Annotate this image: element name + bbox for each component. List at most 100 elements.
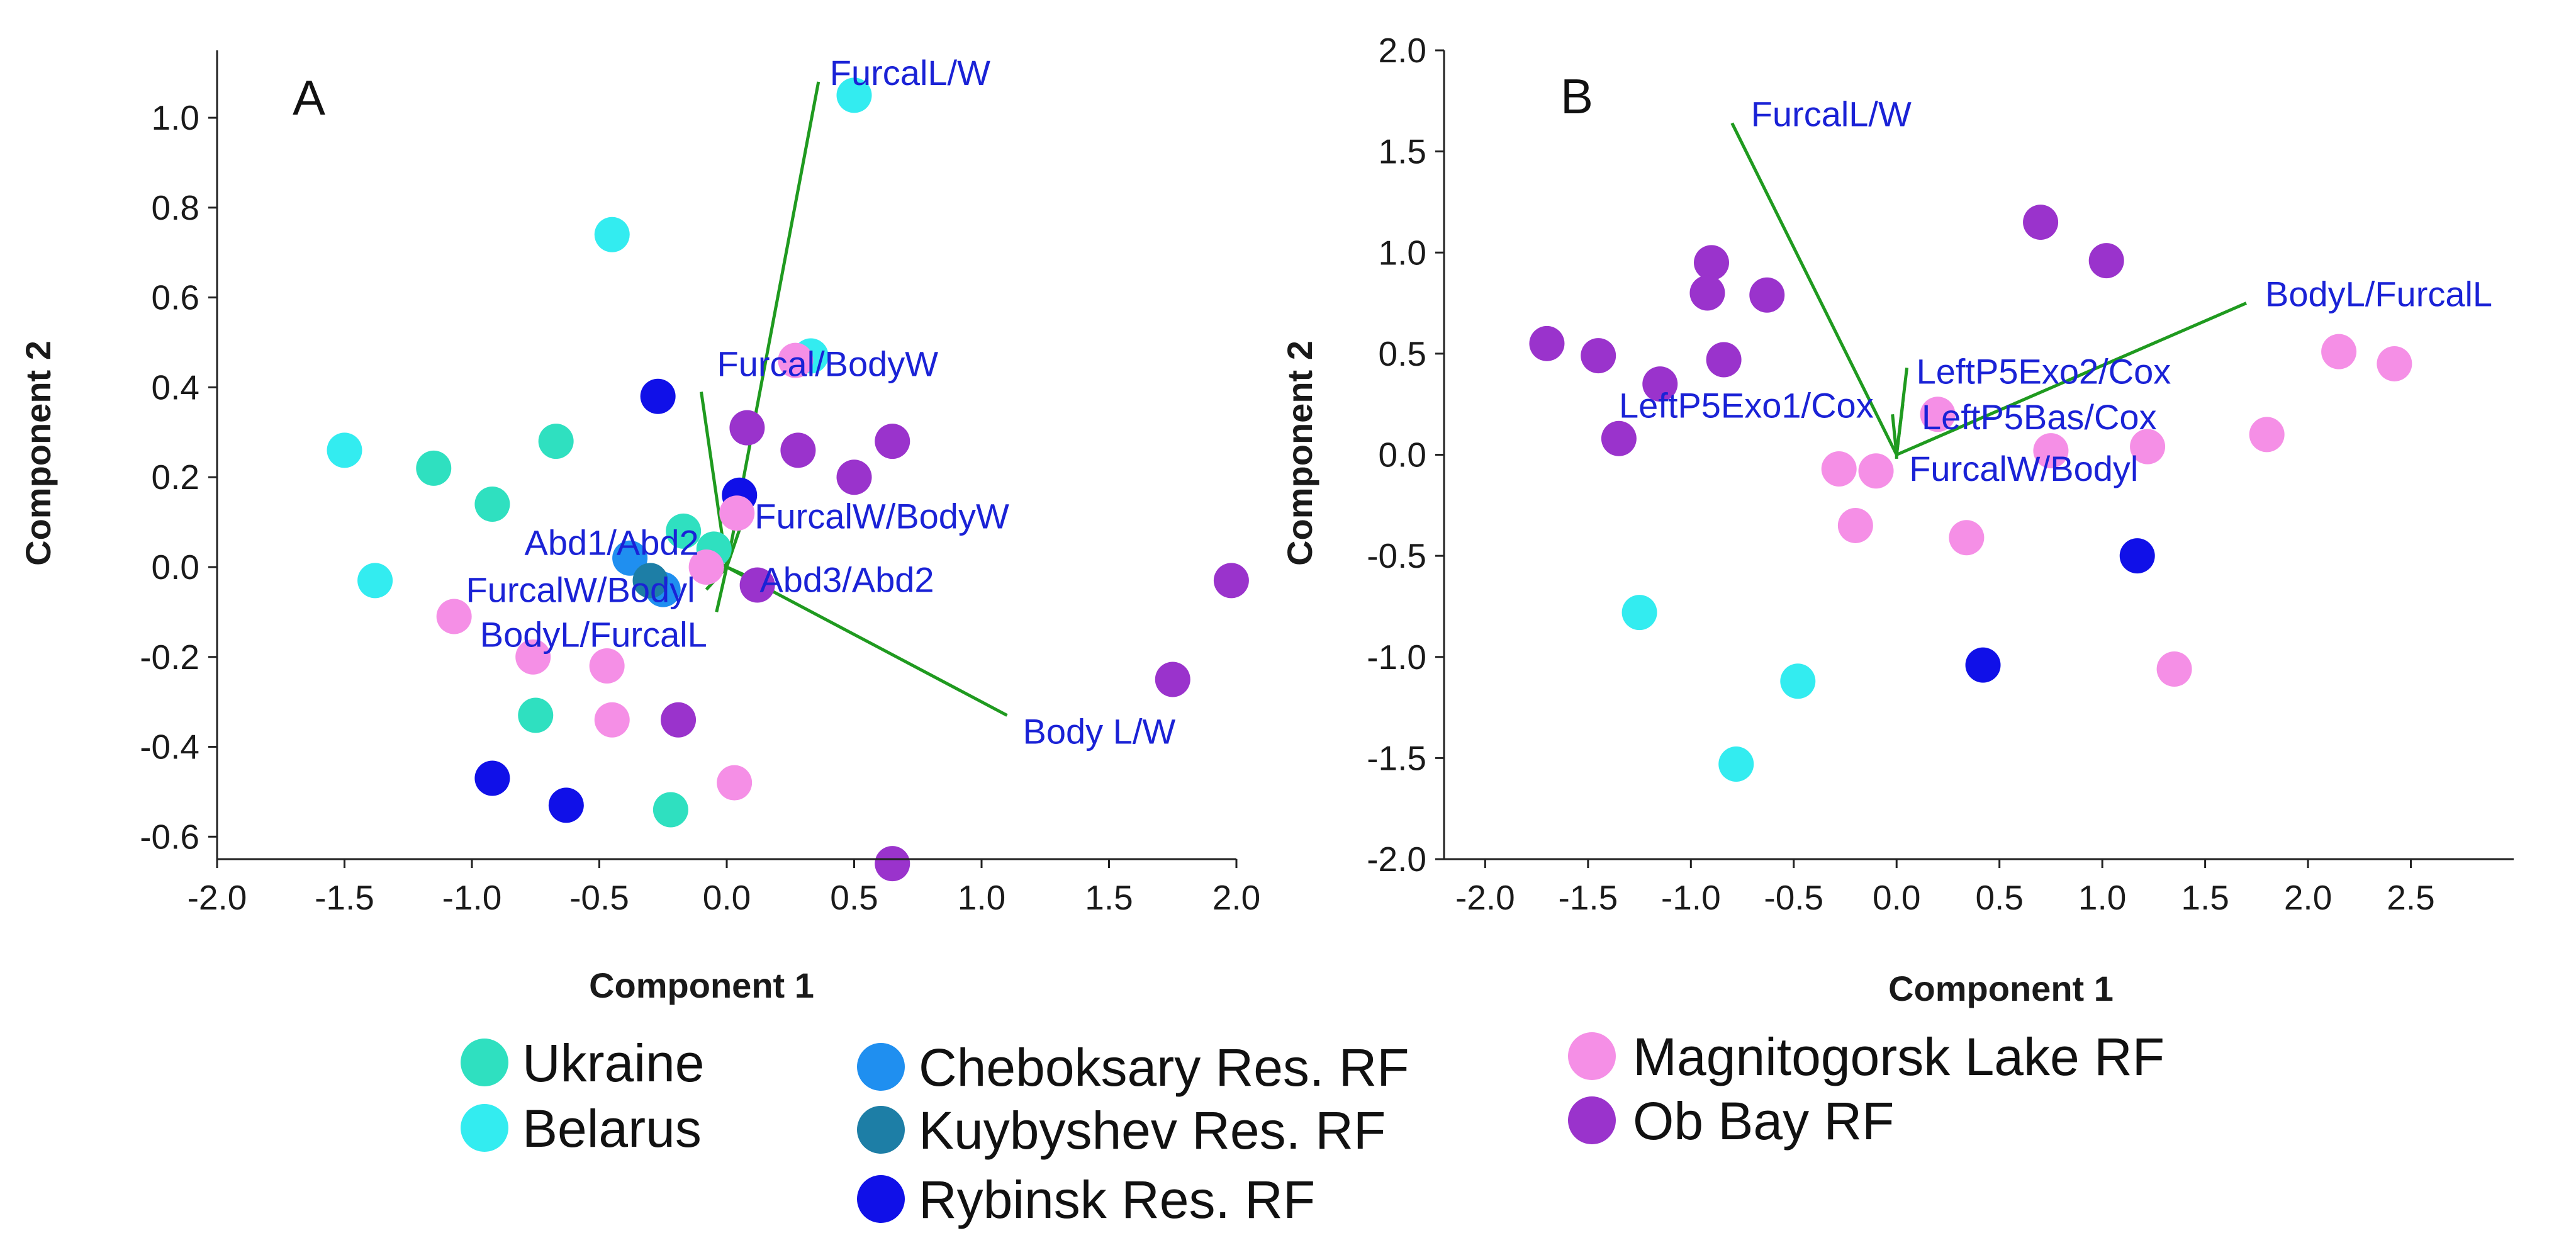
- data-point: [666, 513, 702, 549]
- loading-label: LeftP5Exo2/Cox: [1917, 351, 2171, 391]
- x-tick-label: 1.0: [2078, 878, 2126, 917]
- loading-label: LeftP5Exo1/Cox: [1619, 385, 1874, 425]
- data-point: [739, 567, 775, 603]
- data-point: [717, 765, 753, 801]
- data-point: [640, 378, 676, 414]
- data-point: [1601, 420, 1637, 456]
- data-point: [1529, 325, 1565, 361]
- legend-item-rybinsk: Rybinsk Res. RF: [857, 1170, 1315, 1229]
- legend-label: Cheboksary Res. RF: [919, 1038, 1409, 1097]
- legend-label: Rybinsk Res. RF: [919, 1170, 1315, 1229]
- legend-item-magnitogorsk: Magnitogorsk Lake RF: [1568, 1027, 2164, 1086]
- data-point: [2023, 205, 2059, 240]
- data-point: [780, 432, 816, 468]
- x-tick-label: -1.5: [1558, 878, 1618, 917]
- data-point: [589, 648, 625, 684]
- panel-b-points: [1529, 205, 2412, 782]
- data-point: [2119, 538, 2155, 574]
- data-point: [327, 432, 362, 468]
- x-tick-label: 2.5: [2387, 878, 2434, 917]
- data-point: [1780, 663, 1816, 699]
- y-tick-label: 1.0: [152, 98, 199, 137]
- panel-b-loading-labels: FurcalL/W BodyL/FurcalL LeftP5Exo2/Cox Left…: [1619, 94, 2492, 488]
- legend-marker: [1568, 1096, 1616, 1144]
- data-point: [1821, 451, 1857, 487]
- legend: Ukraine Belarus Cheboksary Res. RF Kuyby…: [461, 1027, 2164, 1229]
- data-point: [2156, 651, 2192, 687]
- y-tick-label: 0.4: [152, 368, 199, 407]
- panel-a-x-label: Component 1: [589, 966, 814, 1005]
- y-tick-label: 0.0: [152, 548, 199, 587]
- data-point: [1949, 520, 1985, 556]
- legend-item-ukraine: Ukraine: [461, 1033, 704, 1093]
- x-tick-label: 0.5: [830, 878, 878, 917]
- loading-label: BodyL/FurcalL: [2265, 274, 2492, 314]
- data-point: [474, 487, 510, 522]
- data-point: [416, 450, 452, 486]
- loading-label: FurcalW/Bodyl: [466, 570, 695, 610]
- data-point: [1642, 366, 1678, 402]
- x-tick-label: 1.0: [958, 878, 1005, 917]
- loading-vector: [1730, 122, 1898, 456]
- data-point: [2249, 417, 2285, 453]
- data-point: [2321, 334, 2357, 369]
- data-point: [518, 697, 554, 733]
- panel-b-y-label: Component 2: [1280, 341, 1319, 566]
- loading-label: Abd3/Abd2: [759, 560, 934, 599]
- panel-a-loading-vectors: [700, 81, 1008, 717]
- loading-label: FurcalL/W: [830, 53, 990, 93]
- data-point: [688, 549, 724, 585]
- data-point: [2130, 429, 2166, 465]
- data-point: [357, 563, 393, 599]
- panel-b: B -2.0 -1.5 -1.0 -0.5 0.0 0.5 1.0 1.5 2.0 2.5-2.0…: [1280, 31, 2514, 1008]
- loading-label: FurcalW/BodyW: [754, 497, 1009, 536]
- y-tick-label: 0.5: [1379, 334, 1426, 373]
- y-tick-label: -0.2: [140, 638, 199, 677]
- legend-label: Kuybyshev Res. RF: [919, 1101, 1386, 1160]
- data-point: [729, 410, 765, 446]
- data-point: [1858, 453, 1894, 489]
- x-tick-label: 1.5: [1085, 878, 1133, 917]
- x-tick-label: 2.0: [2284, 878, 2332, 917]
- y-tick-label: -1.0: [1367, 638, 1426, 677]
- y-tick-label: 0.8: [152, 188, 199, 227]
- y-tick-label: 0.6: [152, 278, 199, 317]
- x-tick-label: 1.5: [2181, 878, 2229, 917]
- panel-a: A -2.0 -1.5 -1.0 -0.5 0.0 0.5 1.0 1.5 2.0 -0.6 -0.…: [18, 50, 1260, 1005]
- data-point: [1706, 342, 1742, 378]
- legend-item-cheboksary: Cheboksary Res. RF: [857, 1038, 1409, 1097]
- data-point: [1213, 563, 1249, 599]
- legend-label: Magnitogorsk Lake RF: [1633, 1027, 2164, 1086]
- x-tick-label: -2.0: [1455, 878, 1515, 917]
- data-point: [1689, 275, 1725, 311]
- panel-a-loading-labels: FurcalL/W Furcal/BodyW FurcalW/BodyW Abd1/A…: [466, 53, 1176, 752]
- y-tick-label: 1.0: [1379, 233, 1426, 272]
- data-point: [1694, 245, 1729, 281]
- legend-item-kuybyshev: Kuybyshev Res. RF: [857, 1101, 1386, 1160]
- data-point: [2033, 433, 2069, 469]
- data-point: [875, 846, 910, 882]
- y-tick-label: -0.4: [140, 728, 199, 767]
- x-tick-label: -2.0: [188, 878, 247, 917]
- data-point: [1718, 746, 1754, 782]
- y-tick-label: -1.5: [1367, 738, 1426, 777]
- data-point: [2377, 346, 2412, 381]
- y-tick-label: 1.5: [1379, 132, 1426, 171]
- loading-label: LeftP5Bas/Cox: [1922, 397, 2157, 437]
- legend-item-belarus: Belarus: [461, 1099, 702, 1158]
- data-point: [719, 495, 755, 531]
- x-tick-label: -1.0: [442, 878, 502, 917]
- y-tick-label: 0.2: [152, 458, 199, 497]
- data-point: [1621, 595, 1657, 631]
- legend-marker: [461, 1039, 508, 1086]
- data-point: [594, 217, 630, 252]
- data-point: [661, 702, 697, 738]
- loading-vector: [1895, 403, 1905, 455]
- x-tick-label: -1.5: [315, 878, 374, 917]
- data-point: [538, 424, 574, 459]
- y-tick-label: -2.0: [1367, 840, 1426, 879]
- data-point: [836, 77, 872, 113]
- y-tick-label: -0.5: [1367, 536, 1426, 575]
- panel-a-ticks: -2.0 -1.5 -1.0 -0.5 0.0 0.5 1.0 1.5 2.0 -0.6 -0.4 -…: [140, 98, 1260, 917]
